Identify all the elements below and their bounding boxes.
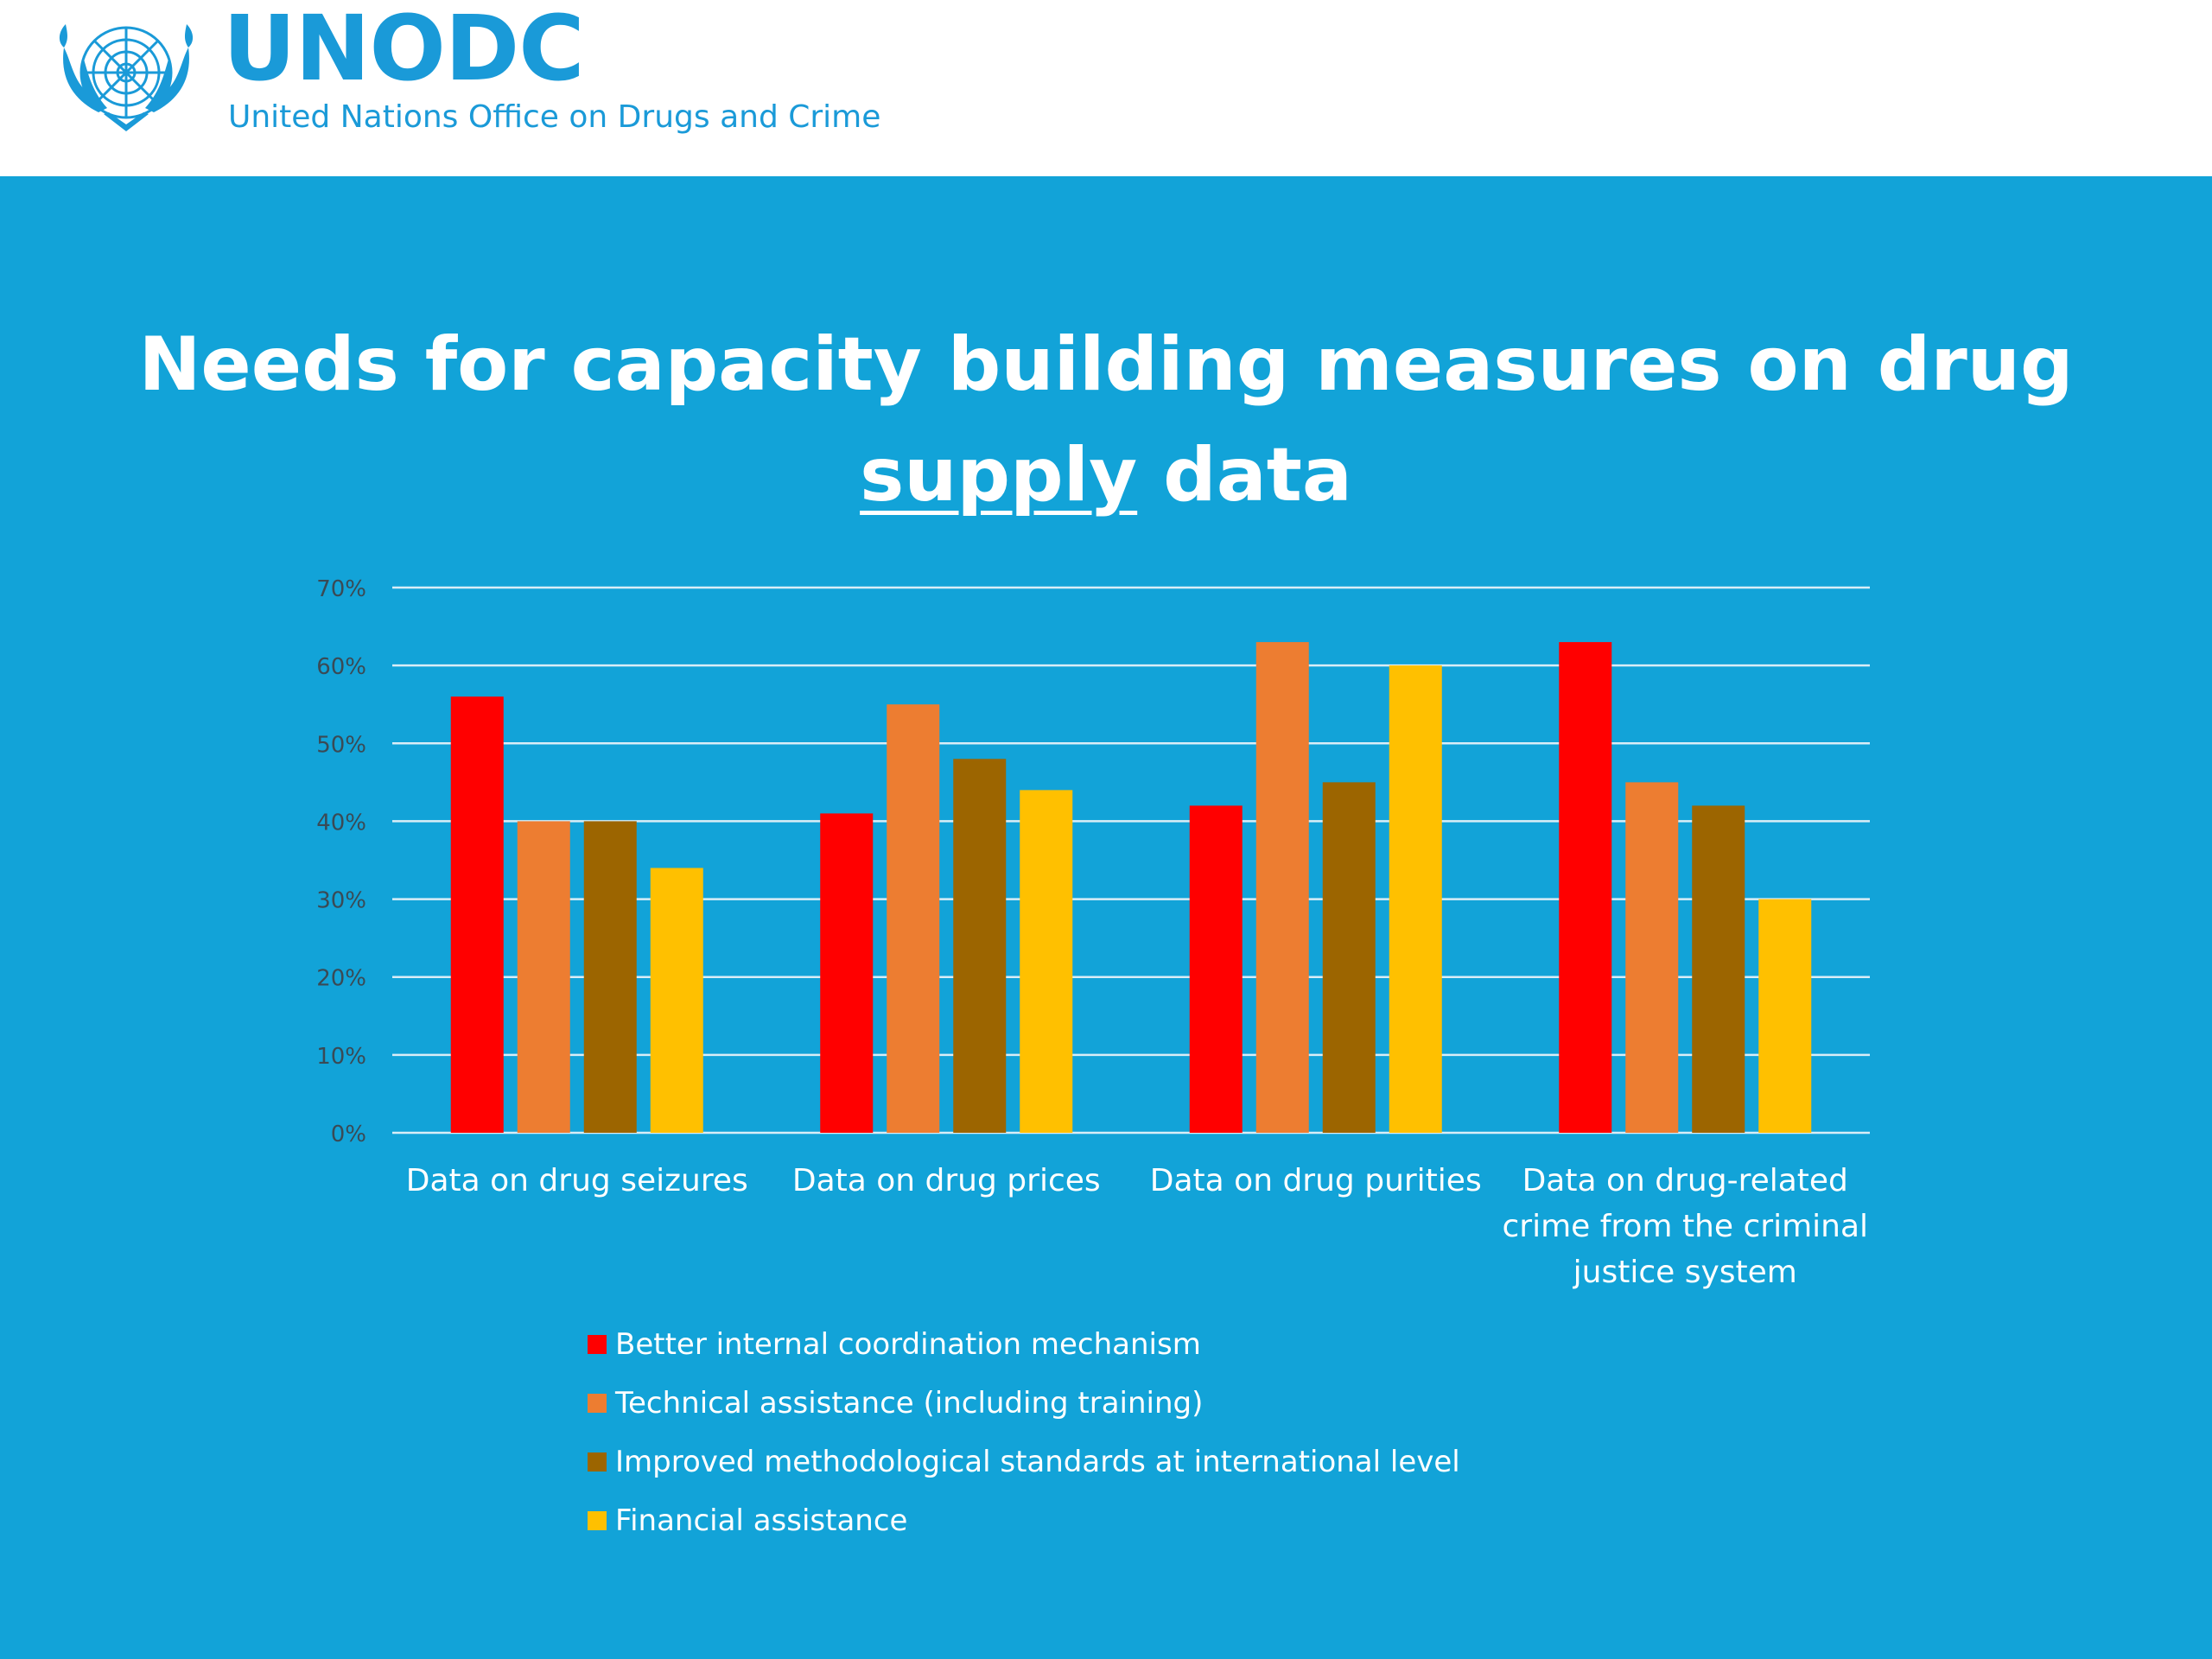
legend-swatch: [588, 1452, 607, 1471]
legend-item: Financial assistance: [588, 1491, 1460, 1550]
y-tick-label: 60%: [316, 654, 366, 680]
bar: [1625, 782, 1679, 1133]
chart-legend: Better internal coordination mechanism Te…: [588, 1315, 1460, 1550]
bar: [1189, 805, 1243, 1133]
x-tick-label: Data on drug purities: [1150, 1163, 1482, 1198]
slide-title: Needs for capacity building measures on …: [0, 309, 2212, 531]
y-tick-label: 30%: [316, 888, 366, 914]
bar: [450, 696, 504, 1133]
bar: [953, 759, 1007, 1133]
header: UNODC United Nations Office on Drugs and…: [0, 0, 2212, 176]
un-emblem-icon: [59, 24, 194, 131]
legend-label: Improved methodological standards at int…: [615, 1445, 1460, 1479]
title-line-2-rest: data: [1137, 432, 1352, 518]
x-tick-label: Data on drug prices: [792, 1163, 1101, 1198]
legend-label: Technical assistance (including training…: [615, 1386, 1204, 1421]
bar: [887, 704, 940, 1133]
bar: [583, 821, 637, 1133]
x-tick-label: Data on drug seizures: [406, 1163, 748, 1198]
x-tick-label: Data on drug-related crime from the crimi…: [1502, 1163, 1868, 1290]
y-tick-label: 20%: [316, 966, 366, 992]
y-tick-label: 50%: [316, 732, 366, 758]
bar: [650, 868, 703, 1133]
bar: [517, 821, 570, 1133]
bar-chart: 0% 10% 20% 30% 40% 50% 60% 70% Data on drug seiz…: [316, 576, 1870, 1290]
bar: [1322, 782, 1376, 1133]
org-acronym: UNODC: [223, 0, 585, 101]
legend-label: Better internal coordination mechanism: [615, 1327, 1201, 1362]
y-tick-label: 70%: [316, 576, 366, 602]
legend-swatch: [588, 1394, 607, 1413]
bar: [1020, 790, 1073, 1133]
legend-item: Improved methodological standards at int…: [588, 1433, 1460, 1491]
title-line-1: Needs for capacity building measures on …: [138, 321, 2074, 408]
y-tick-label: 10%: [316, 1044, 366, 1070]
bar: [1559, 642, 1612, 1133]
y-tick-label: 0%: [331, 1122, 366, 1147]
bar: [1389, 665, 1442, 1133]
legend-swatch: [588, 1511, 607, 1530]
bar: [1692, 805, 1745, 1133]
org-name: United Nations Office on Drugs and Crime: [228, 99, 881, 135]
legend-item: Better internal coordination mechanism: [588, 1315, 1460, 1374]
y-tick-label: 40%: [316, 810, 366, 836]
bar: [1255, 642, 1309, 1133]
bar: [1758, 899, 1812, 1133]
title-underlined-word: supply: [860, 432, 1138, 518]
bar: [820, 813, 874, 1133]
legend-swatch: [588, 1335, 607, 1354]
legend-label: Financial assistance: [615, 1503, 908, 1538]
legend-item: Technical assistance (including training…: [588, 1374, 1460, 1433]
title-line-2: supply data: [0, 420, 2212, 531]
